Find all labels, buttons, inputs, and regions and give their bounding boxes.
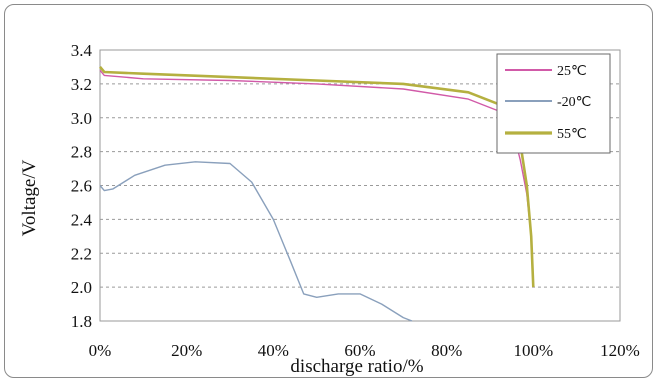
- x-tick-label: 60%: [344, 341, 375, 360]
- legend-label: -20℃: [557, 95, 591, 110]
- y-tick-label: 3.2: [71, 75, 92, 94]
- series-layer: [99, 66, 535, 322]
- legend-label: 25℃: [557, 64, 587, 79]
- x-tick-label: 0%: [89, 341, 112, 360]
- y-tick-label: 3.0: [71, 109, 92, 128]
- y-tick-label: 2.4: [71, 210, 93, 229]
- series-line: [99, 161, 413, 322]
- legend-box: [496, 53, 611, 154]
- y-tick-labels: 1.8 2.0 2.2 2.4 2.6 2.8 3.0 3.2 3.4: [71, 41, 93, 331]
- x-tick-label: 40%: [258, 341, 289, 360]
- y-tick-label: 2.8: [71, 143, 92, 162]
- x-tick-label: 100%: [513, 341, 553, 360]
- x-tick-labels: 0% 20% 40% 60% 80% 100% 120%: [89, 341, 640, 360]
- y-axis-title: Voltage/V: [19, 159, 40, 236]
- series-line: [99, 66, 535, 288]
- x-tick-label: 20%: [171, 341, 202, 360]
- y-tick-label: 2.0: [71, 278, 92, 297]
- legend-label: 55℃: [557, 127, 587, 142]
- y-tick-label: 2.2: [71, 244, 92, 263]
- y-tick-label: 3.4: [71, 41, 93, 60]
- y-tick-label: 1.8: [71, 312, 92, 331]
- x-tick-label: 80%: [431, 341, 462, 360]
- y-tick-label: 2.6: [71, 177, 92, 196]
- x-tick-label: 120%: [600, 341, 640, 360]
- x-axis-title: discharge ratio/%: [290, 356, 423, 377]
- legend: 25℃ -20℃ 55℃: [496, 53, 611, 154]
